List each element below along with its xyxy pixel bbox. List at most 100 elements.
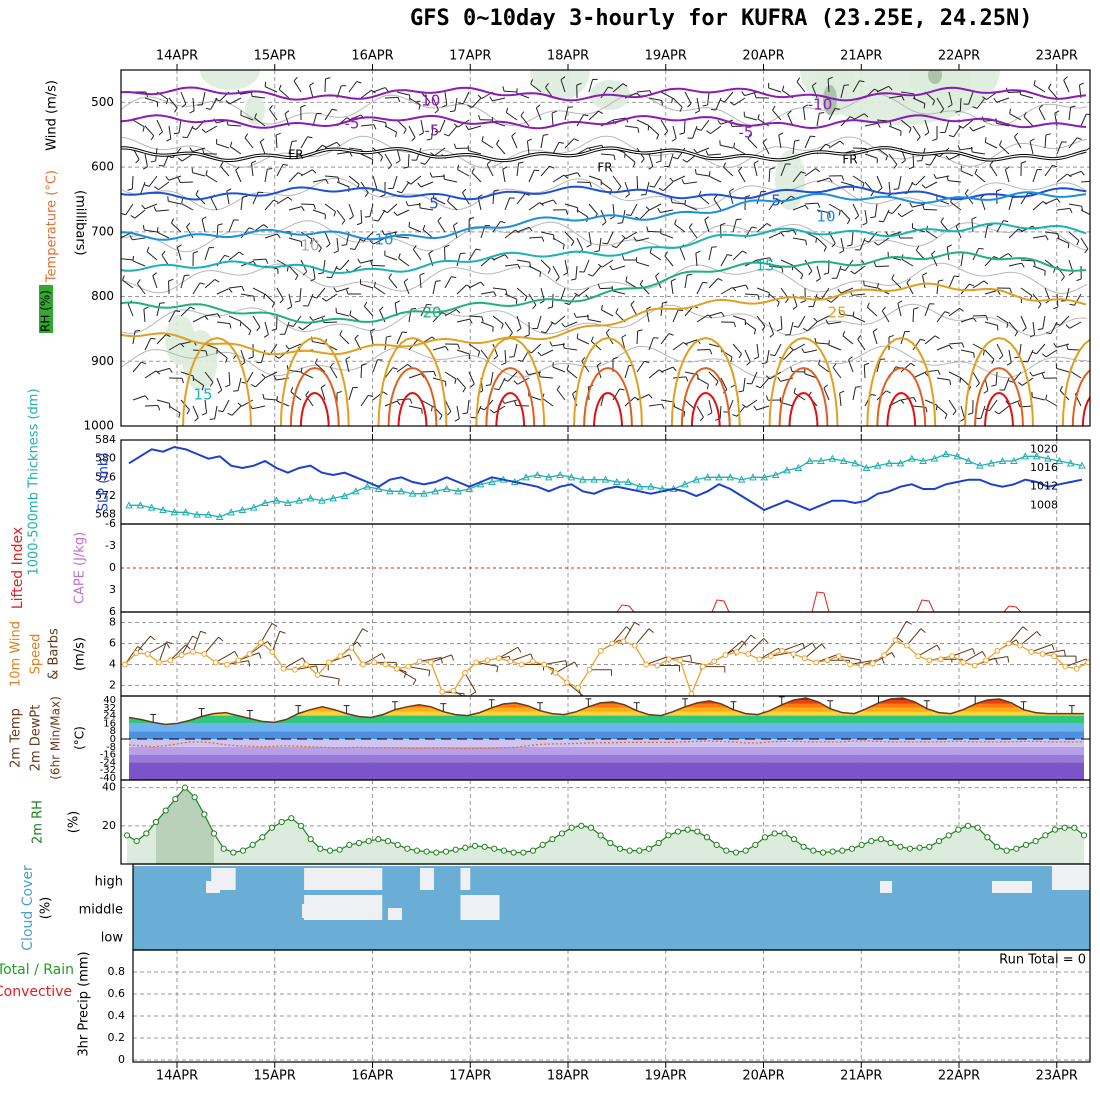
wind-barb-flag <box>165 175 170 181</box>
wind-barb <box>780 259 794 266</box>
wind-barb <box>672 341 684 351</box>
date-tick-top: 17APR <box>449 49 491 64</box>
wind-barb <box>312 178 326 183</box>
wind-barb <box>600 86 609 99</box>
rh-contour <box>121 177 1088 211</box>
wind-barb <box>649 203 662 211</box>
wind-speed-point <box>484 657 491 664</box>
wind-barb-flag <box>271 328 277 331</box>
precip-total-label: Total / Rain <box>0 962 74 978</box>
wind-barb <box>948 91 953 105</box>
wind-barb-flag <box>683 411 686 417</box>
wind-barb-10m-flag <box>412 679 417 686</box>
wind-barb <box>1018 343 1022 357</box>
wind-barb-flag <box>373 281 377 287</box>
rh-point <box>201 811 208 818</box>
wind-barb-flag <box>217 313 221 319</box>
wind-barb <box>312 237 322 249</box>
wind-barb-flag <box>235 166 240 171</box>
wind-barb-flag <box>159 302 165 304</box>
wind-barb-flag <box>881 306 886 312</box>
wind-barb-flag <box>590 336 594 342</box>
wind-barb-flag <box>999 140 1003 146</box>
wind-barb <box>324 203 336 213</box>
wind-barb-flag <box>226 188 232 192</box>
wind-barb-flag <box>958 125 964 129</box>
wind-barb-flag <box>1084 248 1089 254</box>
wind-barb-flag <box>493 189 499 192</box>
thickness-point <box>624 477 633 485</box>
wind-barb <box>816 209 830 214</box>
wind-barb-10m <box>249 640 268 655</box>
cloud-middle-clear <box>460 895 500 920</box>
rh-point <box>674 828 682 835</box>
wind-barb-flag <box>318 272 324 275</box>
wind-barb-flag <box>755 385 761 389</box>
wind-barb-flag <box>493 291 497 297</box>
wind-barb <box>1068 203 1082 207</box>
wind-barb <box>607 231 614 244</box>
wind-barb-10m <box>419 657 442 662</box>
thickness-point <box>907 454 916 462</box>
thickness-point <box>329 494 338 502</box>
wind-barb-flag <box>909 202 913 208</box>
wind-barb <box>560 287 566 301</box>
wind-barb <box>1056 173 1068 183</box>
wind-barb <box>756 405 770 411</box>
wind-barb-10m <box>498 646 519 659</box>
wind-barb-flag <box>119 254 120 259</box>
wind-barb <box>240 293 254 297</box>
wind-barb-flag <box>121 212 126 216</box>
temp-tick-label: 40 <box>103 695 116 706</box>
wind-barb <box>1080 209 1090 216</box>
wind-barb-flag <box>948 134 954 138</box>
wind-barb-flag <box>645 206 650 211</box>
rh-point <box>365 837 372 845</box>
wind-barb-flag <box>777 328 783 332</box>
wind-barb-flag <box>1059 385 1063 391</box>
rh-point <box>268 824 276 831</box>
wind-barb-flag <box>154 186 159 191</box>
wind-barb-flag <box>1068 271 1074 276</box>
wind-barb-flag <box>545 83 549 88</box>
wind-barb-flag <box>812 82 817 87</box>
wind-barb-flag <box>220 161 224 167</box>
wind-barb-10m <box>430 654 452 663</box>
rh-shading <box>530 70 590 100</box>
temperature-label: Temperature (°C) <box>45 170 60 283</box>
wind-barb <box>275 134 278 149</box>
wind-barb <box>140 181 146 195</box>
rh-point <box>665 832 672 839</box>
temp-tick-label: 24 <box>103 711 116 722</box>
rh-point <box>1003 847 1010 854</box>
wind-speed-point <box>473 659 480 666</box>
wind-barb <box>1008 228 1019 239</box>
wind-barb-flag <box>738 353 742 359</box>
wind-barb <box>840 209 851 220</box>
wind-barb <box>732 250 743 261</box>
wind-barb <box>672 376 686 379</box>
wind-barb <box>888 95 902 99</box>
thickness-point <box>862 463 871 471</box>
wind-barb-10m <box>645 656 667 665</box>
wind-barb <box>796 81 806 93</box>
wind-barb-flag <box>300 367 303 373</box>
rh-point <box>539 841 546 849</box>
wind-barb-flag <box>373 219 379 222</box>
thickness-point <box>964 456 973 464</box>
rh-point <box>326 847 334 854</box>
wind-barb-flag <box>1054 110 1060 114</box>
wind-barb-flag <box>494 388 500 391</box>
wind-barb <box>444 276 452 289</box>
wind-barb <box>704 219 710 233</box>
wind-barb <box>180 371 194 377</box>
wind-barb-10m-flag <box>279 630 286 634</box>
wind-barb <box>516 163 520 177</box>
isotherm-warm-loop <box>279 336 350 426</box>
wind-barb-flag <box>388 273 392 279</box>
wind-barb-flag <box>214 279 220 283</box>
wind-barb <box>324 108 333 121</box>
wind-barb-flag <box>840 268 846 271</box>
wind-barb-flag <box>987 224 993 226</box>
thickness-point <box>896 459 905 467</box>
